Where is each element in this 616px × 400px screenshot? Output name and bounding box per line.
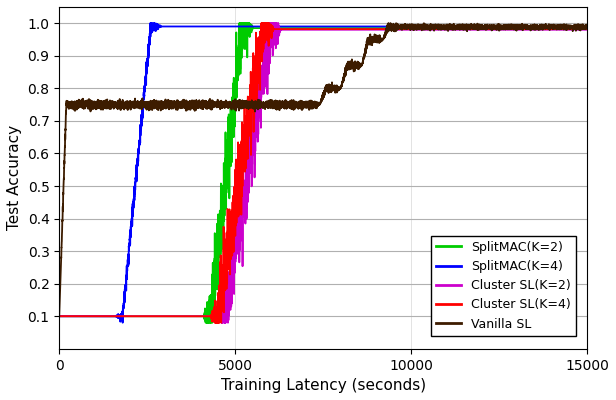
SplitMAC(K=2): [235, 21, 243, 26]
Cluster SL(K=2): [247, 149, 254, 154]
Cluster SL(K=4): [211, 320, 219, 325]
SplitMAC(K=2): [55, 314, 63, 319]
Line: SplitMAC(K=2): SplitMAC(K=2): [59, 23, 587, 323]
Line: Cluster SL(K=2): Cluster SL(K=2): [59, 23, 587, 323]
Cluster SL(K=4): [257, 21, 265, 26]
Cluster SL(K=2): [447, 27, 455, 32]
SplitMAC(K=4): [55, 314, 63, 319]
SplitMAC(K=2): [475, 26, 482, 30]
Vanilla SL: [583, 26, 591, 31]
Cluster SL(K=4): [447, 27, 455, 32]
Cluster SL(K=4): [475, 27, 482, 32]
Vanilla SL: [475, 25, 482, 30]
SplitMAC(K=4): [475, 24, 482, 29]
SplitMAC(K=4): [447, 24, 455, 29]
SplitMAC(K=4): [147, 21, 154, 26]
X-axis label: Training Latency (seconds): Training Latency (seconds): [221, 378, 426, 393]
Vanilla SL: [385, 21, 392, 26]
SplitMAC(K=4): [391, 24, 399, 29]
SplitMAC(K=2): [447, 26, 455, 30]
SplitMAC(K=2): [583, 26, 591, 30]
Legend: SplitMAC(K=2), SplitMAC(K=4), Cluster SL(K=2), Cluster SL(K=4), Vanilla SL: SplitMAC(K=2), SplitMAC(K=4), Cluster SL…: [431, 236, 575, 336]
Cluster SL(K=4): [82, 314, 89, 319]
Vanilla SL: [82, 104, 89, 109]
Y-axis label: Test Accuracy: Test Accuracy: [7, 125, 22, 230]
Cluster SL(K=4): [583, 27, 591, 32]
Line: Cluster SL(K=4): Cluster SL(K=4): [59, 23, 587, 323]
Vanilla SL: [246, 104, 254, 109]
Cluster SL(K=2): [368, 27, 375, 32]
Vanilla SL: [447, 24, 455, 29]
SplitMAC(K=4): [247, 24, 254, 29]
SplitMAC(K=2): [202, 320, 209, 325]
SplitMAC(K=4): [82, 314, 89, 319]
Cluster SL(K=2): [264, 21, 271, 26]
SplitMAC(K=4): [583, 24, 591, 29]
Cluster SL(K=2): [583, 27, 591, 32]
Cluster SL(K=4): [368, 27, 375, 32]
SplitMAC(K=2): [82, 314, 89, 319]
Cluster SL(K=2): [55, 314, 63, 319]
SplitMAC(K=2): [247, 26, 254, 30]
Vanilla SL: [391, 23, 399, 28]
Cluster SL(K=2): [218, 320, 225, 325]
Cluster SL(K=2): [475, 27, 482, 32]
Cluster SL(K=2): [82, 314, 89, 319]
Cluster SL(K=4): [55, 314, 63, 319]
Cluster SL(K=4): [391, 27, 399, 32]
Line: Vanilla SL: Vanilla SL: [59, 23, 587, 316]
Vanilla SL: [55, 314, 63, 319]
Cluster SL(K=4): [247, 102, 254, 107]
SplitMAC(K=4): [368, 24, 375, 29]
SplitMAC(K=4): [119, 320, 126, 325]
Line: SplitMAC(K=4): SplitMAC(K=4): [59, 23, 587, 323]
SplitMAC(K=2): [368, 26, 375, 30]
Vanilla SL: [368, 38, 375, 42]
SplitMAC(K=2): [391, 26, 399, 30]
Cluster SL(K=2): [391, 27, 399, 32]
